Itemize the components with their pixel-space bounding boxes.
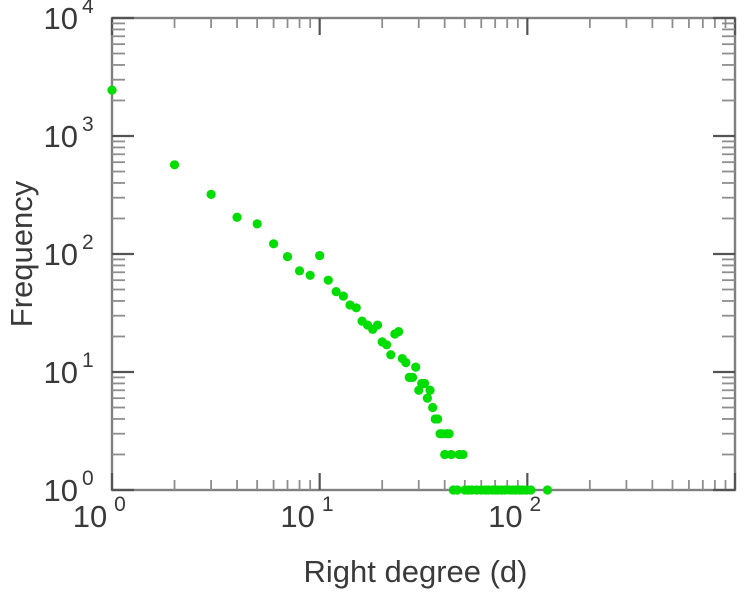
data-point xyxy=(452,485,462,495)
y-tick-exponent: 1 xyxy=(82,349,94,372)
data-point xyxy=(407,372,418,382)
data-point xyxy=(381,340,392,350)
data-point xyxy=(351,303,361,313)
data-point xyxy=(422,393,432,403)
data-point xyxy=(440,449,450,460)
data-point xyxy=(444,429,454,439)
data-point xyxy=(526,485,536,495)
data-point xyxy=(428,402,438,413)
y-tick-exponent: 3 xyxy=(82,113,94,136)
data-point xyxy=(411,362,421,372)
data-point xyxy=(252,219,262,229)
data-point xyxy=(419,378,430,389)
plot-frame xyxy=(110,16,737,492)
data-point xyxy=(282,252,293,262)
y-tick-exponent: 2 xyxy=(82,231,94,254)
data-point xyxy=(401,358,411,368)
y-tick-exponent: 0 xyxy=(82,467,94,490)
data-point xyxy=(425,385,435,395)
x-tick-label: 10 1 xyxy=(280,493,333,534)
x-tick-exponent: 0 xyxy=(114,493,126,516)
y-tick-base: 10 xyxy=(44,237,78,272)
data-point xyxy=(458,449,468,460)
x-tick-label: 10 2 xyxy=(488,493,541,534)
data-point xyxy=(338,291,348,301)
data-point xyxy=(331,287,341,297)
y-tick-label: 10 2 xyxy=(44,231,94,272)
data-point xyxy=(206,189,216,199)
y-tick-label: 10 0 xyxy=(44,467,94,508)
data-point xyxy=(433,414,443,424)
x-axis-title: Right degree (d) xyxy=(303,554,527,589)
y-axis-title: Frequency xyxy=(4,180,39,327)
y-tick-label: 10 1 xyxy=(44,349,94,390)
data-series xyxy=(107,85,553,495)
data-point xyxy=(315,250,325,261)
x-tick-exponent: 1 xyxy=(322,493,334,516)
data-point xyxy=(446,449,456,460)
data-point xyxy=(268,239,279,249)
x-tick-exponent: 2 xyxy=(529,493,541,516)
data-point xyxy=(394,326,404,337)
y-tick-base: 10 xyxy=(44,1,78,36)
y-tick-exponent: 4 xyxy=(82,0,94,18)
x-tick-base: 10 xyxy=(280,499,314,534)
data-point xyxy=(169,160,180,170)
data-point xyxy=(107,85,117,95)
data-point xyxy=(386,350,396,360)
data-point xyxy=(232,212,242,222)
y-tick-label: 10 4 xyxy=(44,0,94,36)
data-point xyxy=(294,266,305,276)
y-tick-label: 10 3 xyxy=(44,113,94,154)
data-point xyxy=(372,320,383,330)
y-tick-base: 10 xyxy=(44,119,78,154)
data-point xyxy=(323,275,333,285)
x-tick-base: 10 xyxy=(73,499,107,534)
data-point xyxy=(542,485,553,495)
x-tick-base: 10 xyxy=(488,499,522,534)
y-tick-base: 10 xyxy=(44,355,78,390)
data-point xyxy=(305,270,315,280)
x-tick-label: 10 0 xyxy=(73,493,126,534)
y-tick-base: 10 xyxy=(44,473,78,508)
